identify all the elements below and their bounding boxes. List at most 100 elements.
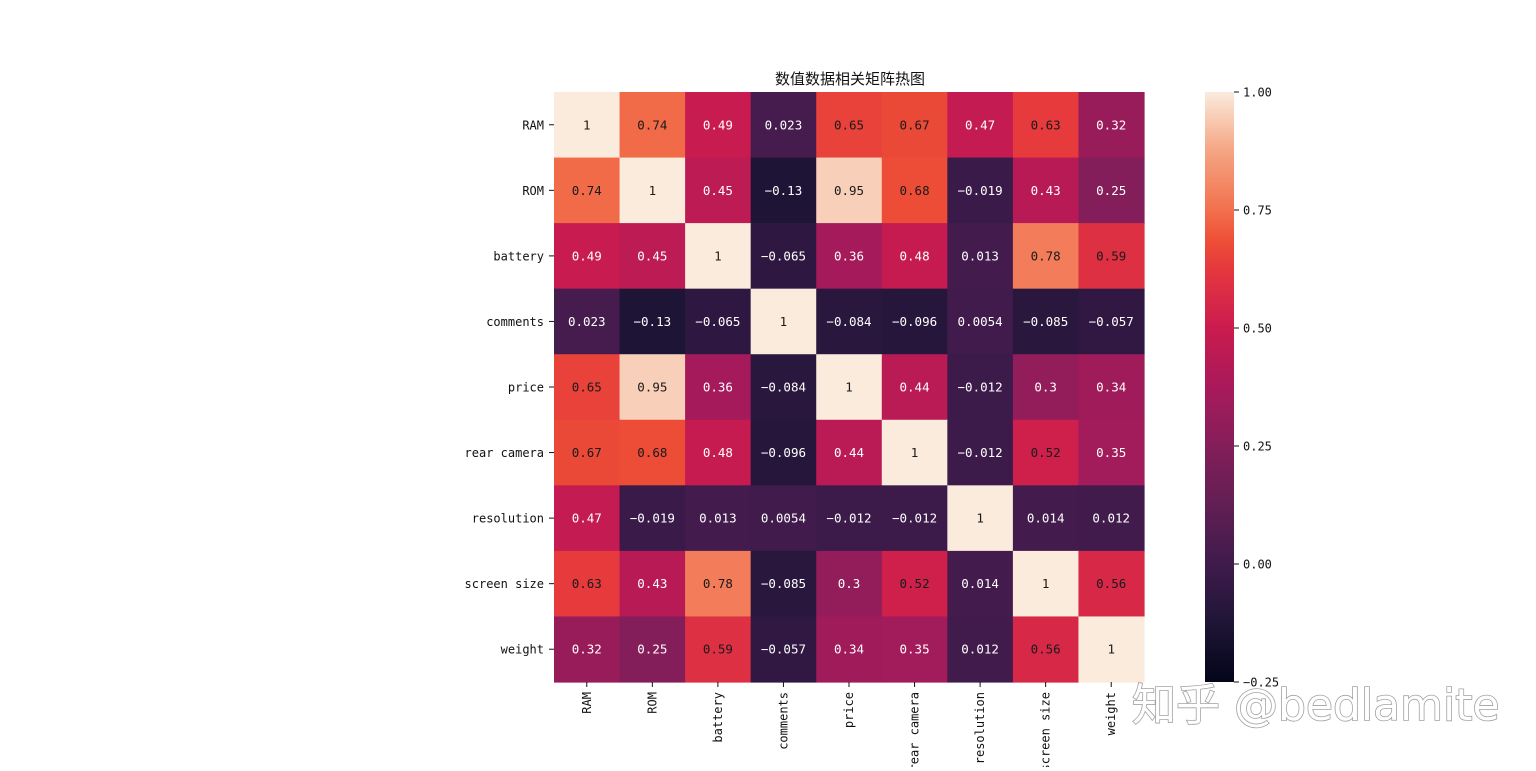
cell-value-label: 0.44	[834, 445, 864, 460]
heatmap-cell	[881, 354, 948, 421]
heatmap-cell	[1012, 550, 1080, 618]
heatmap-cell	[685, 223, 752, 290]
heatmap-cell	[947, 157, 1014, 224]
heatmap-cell	[685, 419, 752, 486]
heatmap-cell	[816, 354, 883, 421]
heatmap-cell	[619, 419, 686, 486]
column-tick-label: comments	[776, 692, 790, 750]
heatmap-cell	[750, 157, 817, 224]
heatmap-cell	[881, 223, 948, 290]
row-tick-label: ROM	[522, 184, 544, 198]
cell-value-label: 0.59	[1096, 248, 1126, 263]
cell-value-label: 0.32	[1096, 117, 1126, 132]
heatmap-cell	[685, 550, 752, 618]
column-tick-label: price	[842, 692, 856, 728]
watermark-text: 知乎 @bedlamite	[1132, 680, 1500, 731]
cell-value-label: −0.057	[1089, 314, 1134, 329]
heatmap-cell	[881, 550, 948, 618]
cell-value-label: 0.3	[1034, 380, 1057, 395]
row-tick-label: RAM	[522, 118, 544, 132]
cell-value-label: 0.45	[637, 248, 667, 263]
heatmap-cell	[685, 92, 752, 159]
cell-value-label: 0.78	[703, 576, 733, 591]
colorbar-tick-label: 0.00	[1243, 558, 1272, 572]
heatmap-cell	[750, 92, 817, 159]
heatmap-cell	[816, 157, 883, 224]
row-tick-label: comments	[486, 315, 544, 329]
heatmap-cell	[947, 419, 1014, 486]
heatmap-cell	[685, 354, 752, 421]
heatmap-cell	[619, 223, 686, 290]
heatmap-cell	[554, 288, 621, 355]
cell-value-label: 0.023	[765, 117, 803, 132]
heatmap-cell	[947, 485, 1014, 552]
heatmap-cell	[750, 354, 817, 421]
heatmap-cell	[619, 550, 686, 618]
heatmap-cell	[619, 288, 686, 355]
heatmap-cell	[685, 288, 752, 355]
cell-value-label: 0.0054	[761, 511, 806, 526]
cell-value-label: 0.36	[834, 248, 864, 263]
heatmap-cell	[1012, 616, 1080, 683]
row-tick-label: battery	[493, 249, 544, 263]
colorbar-gradient	[1205, 92, 1234, 682]
heatmap-cell	[1012, 157, 1080, 224]
cell-value-label: 0.013	[699, 511, 737, 526]
heatmap-cell	[554, 157, 621, 224]
cell-value-label: 0.012	[1092, 511, 1130, 526]
heatmap-cell	[947, 92, 1014, 159]
cell-value-label: 1	[780, 314, 788, 329]
heatmap-cell	[554, 223, 621, 290]
colorbar-tick-label: 0.50	[1243, 322, 1272, 336]
cell-value-label: −0.012	[958, 445, 1003, 460]
heatmap-cell	[1078, 223, 1145, 290]
cell-value-label: 0.68	[637, 445, 667, 460]
row-tick-label: rear camera	[465, 446, 544, 460]
cell-value-label: 0.014	[1027, 511, 1065, 526]
heatmap-cell	[619, 485, 686, 552]
cell-value-label: 0.56	[1031, 642, 1061, 657]
chart-title: 数值数据相关矩阵热图	[775, 70, 925, 88]
column-tick-label: screen size	[1039, 692, 1053, 767]
cell-value-label: −0.057	[761, 642, 806, 657]
colorbar-tick-label: −0.25	[1243, 676, 1279, 690]
cell-value-label: 0.56	[1096, 576, 1126, 591]
heatmap-cell	[881, 92, 948, 159]
cell-value-label: 0.47	[965, 117, 995, 132]
heatmap-cell	[1012, 354, 1080, 421]
cell-value-label: 0.65	[572, 380, 602, 395]
column-tick-label: RAM	[580, 692, 594, 714]
heatmap-cell	[1078, 485, 1145, 552]
heatmap-cell	[685, 157, 752, 224]
heatmap-cell	[881, 616, 948, 683]
cell-value-label: 0.0054	[958, 314, 1003, 329]
heatmap-cell	[1012, 92, 1080, 159]
cell-value-label: 0.43	[1031, 183, 1061, 198]
heatmap-cell	[554, 485, 621, 552]
heatmap-cell	[619, 616, 686, 683]
cell-value-label: −0.13	[634, 314, 672, 329]
cell-value-label: 0.013	[961, 248, 999, 263]
heatmap-cell	[947, 616, 1014, 683]
heatmap-cell	[554, 616, 621, 683]
colorbar-tick-label: 0.75	[1243, 204, 1272, 218]
cell-value-label: 0.52	[1031, 445, 1061, 460]
heatmap-cell	[881, 485, 948, 552]
column-tick-label: ROM	[645, 692, 659, 714]
row-tick-label: weight	[501, 643, 544, 657]
column-tick-label: battery	[711, 692, 725, 743]
cell-value-label: 0.48	[703, 445, 733, 460]
cell-value-label: 0.43	[637, 576, 667, 591]
cell-value-label: 1	[714, 248, 722, 263]
cell-value-label: −0.096	[761, 445, 806, 460]
cell-value-label: 0.32	[572, 642, 602, 657]
cell-value-label: 0.3	[838, 576, 861, 591]
row-tick-label: price	[508, 381, 544, 395]
heatmap-cell	[1078, 92, 1145, 159]
heatmap-cell	[750, 223, 817, 290]
cell-value-label: −0.084	[826, 314, 871, 329]
cell-value-label: 0.65	[834, 117, 864, 132]
row-tick-labels: RAM ROM battery comments price rear camera res…	[465, 118, 554, 657]
